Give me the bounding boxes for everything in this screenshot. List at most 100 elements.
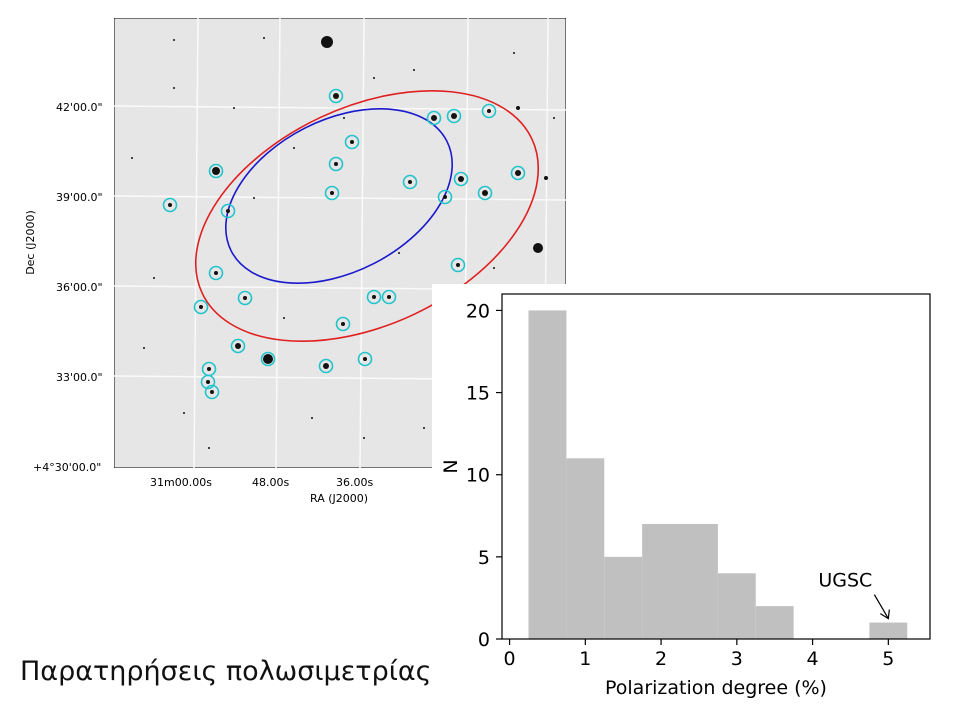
field-star bbox=[413, 69, 415, 71]
target-marker-circle bbox=[193, 299, 209, 315]
target-marker-circle bbox=[437, 189, 453, 205]
field-star bbox=[544, 176, 548, 180]
target-star bbox=[408, 180, 412, 184]
target-star bbox=[212, 167, 220, 175]
field-star bbox=[516, 106, 520, 110]
ra-tick-label: 48.00s bbox=[252, 476, 290, 489]
ra-axis-label: RA (J2000) bbox=[310, 492, 369, 505]
target-star bbox=[456, 263, 460, 267]
field-star bbox=[153, 277, 155, 279]
target-marker-circle bbox=[366, 289, 382, 305]
slide-caption: Παρατηρήσεις πολωσιμετρίας bbox=[20, 656, 432, 687]
target-star bbox=[333, 93, 339, 99]
target-star bbox=[263, 354, 273, 364]
ra-tick-label: 31m00.00s bbox=[150, 476, 212, 489]
x-axis-label: Polarization degree (%) bbox=[605, 677, 827, 699]
target-star bbox=[330, 191, 334, 195]
y-axis-ticks: 0 5 10 15 20 bbox=[466, 300, 502, 651]
target-star bbox=[458, 176, 464, 182]
target-marker-circle bbox=[450, 257, 466, 273]
dec-tick-label: 36'00.0" bbox=[56, 281, 103, 294]
target-marker-circle bbox=[344, 134, 360, 150]
arrow-shaft bbox=[873, 594, 889, 619]
y-tick-label: 5 bbox=[478, 547, 490, 569]
target-star bbox=[334, 162, 338, 166]
field-star bbox=[208, 447, 210, 449]
target-star bbox=[487, 109, 491, 113]
target-star bbox=[341, 322, 345, 326]
field-star bbox=[373, 77, 375, 79]
target-marker-circle bbox=[402, 174, 418, 190]
histogram-bar bbox=[717, 573, 756, 639]
plot-frame bbox=[501, 293, 931, 640]
field-star bbox=[493, 267, 495, 269]
field-star bbox=[398, 252, 400, 254]
histogram-bars bbox=[528, 310, 908, 639]
y-axis-label: N bbox=[440, 459, 462, 473]
target-marker-circle bbox=[328, 156, 344, 172]
target-marker-circle bbox=[208, 163, 224, 179]
field-star bbox=[311, 417, 313, 419]
field-star bbox=[553, 117, 555, 119]
ugsc-annotation-label: UGSC bbox=[818, 570, 872, 592]
target-star bbox=[207, 367, 211, 371]
histogram-bar bbox=[604, 556, 643, 639]
target-marker-circle bbox=[381, 289, 397, 305]
target-star bbox=[363, 357, 367, 361]
field-star bbox=[363, 437, 365, 439]
y-tick-label: 15 bbox=[466, 383, 490, 405]
target-star bbox=[210, 390, 214, 394]
dec-axis-label: Dec (J2000) bbox=[23, 210, 37, 275]
target-star bbox=[515, 170, 521, 176]
histogram-bar bbox=[869, 622, 908, 639]
histogram-bar bbox=[642, 524, 681, 639]
histogram-bar bbox=[528, 310, 567, 639]
histogram-bar bbox=[680, 524, 718, 639]
x-tick-label: 1 bbox=[579, 648, 591, 670]
y-tick-label: 10 bbox=[466, 465, 490, 487]
field-star bbox=[321, 36, 333, 48]
target-marker-circle bbox=[328, 88, 344, 104]
dec-tick-label: +4°30'00.0" bbox=[33, 461, 102, 474]
target-marker-circle bbox=[162, 197, 178, 213]
y-tick-label: 20 bbox=[466, 300, 490, 322]
x-tick-label: 0 bbox=[504, 648, 516, 670]
target-marker-circle bbox=[318, 358, 334, 374]
target-star bbox=[206, 380, 210, 384]
field-star bbox=[183, 412, 185, 414]
x-tick-label: 5 bbox=[882, 648, 894, 670]
x-tick-label: 2 bbox=[655, 648, 667, 670]
histogram-bar bbox=[566, 458, 605, 639]
sky-image bbox=[113, 17, 567, 469]
x-axis-ticks: 0 1 2 3 4 5 bbox=[504, 639, 894, 670]
target-star bbox=[243, 296, 247, 300]
dec-tick-label: 42'00.0" bbox=[56, 101, 103, 114]
field-star bbox=[293, 147, 295, 149]
target-marker-circle bbox=[426, 110, 442, 126]
y-tick-label: 0 bbox=[478, 629, 490, 651]
ugsc-annotation-arrow bbox=[873, 594, 890, 620]
field-star bbox=[131, 157, 133, 159]
arrow-head bbox=[880, 609, 890, 620]
target-star bbox=[387, 295, 391, 299]
dec-tick-label: 39'00.0" bbox=[56, 191, 103, 204]
histogram-bar bbox=[755, 606, 794, 639]
dec-tick-label: 33'00.0" bbox=[56, 371, 103, 384]
target-star bbox=[482, 190, 488, 196]
target-marker-circle bbox=[200, 374, 216, 390]
target-marker-circle bbox=[477, 185, 493, 201]
target-marker-circle bbox=[208, 265, 224, 281]
target-star bbox=[350, 140, 354, 144]
x-tick-label: 3 bbox=[731, 648, 743, 670]
target-star bbox=[199, 305, 203, 309]
target-marker-circle bbox=[481, 103, 497, 119]
field-star bbox=[283, 317, 285, 319]
field-star bbox=[533, 243, 543, 253]
target-star bbox=[372, 295, 376, 299]
target-marker-circle bbox=[453, 171, 469, 187]
field-star bbox=[233, 107, 235, 109]
field-star bbox=[343, 117, 345, 119]
target-marker-circle bbox=[230, 338, 246, 354]
